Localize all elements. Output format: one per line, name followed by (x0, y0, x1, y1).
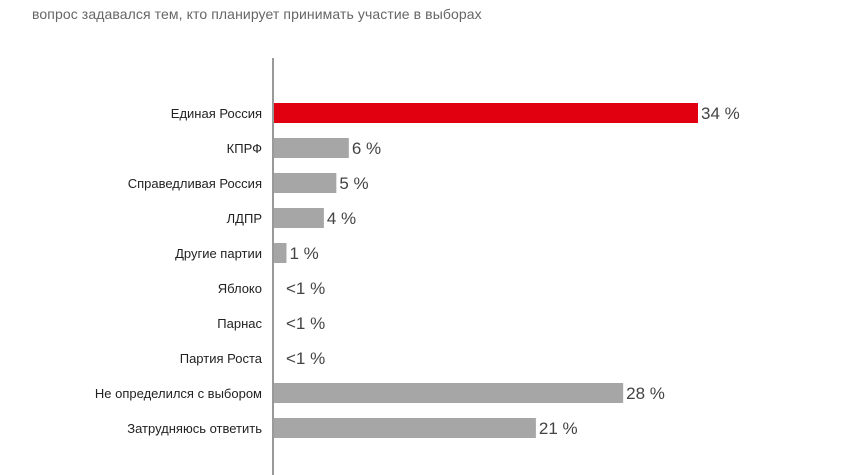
category-label: Партия Роста (180, 351, 263, 366)
category-label: Затрудняюсь ответить (127, 421, 262, 436)
category-label: Справедливая Россия (128, 176, 262, 191)
category-label: Единая Россия (171, 106, 262, 121)
value-label: <1 % (286, 279, 325, 298)
category-label: КПРФ (227, 141, 262, 156)
value-label: 21 % (539, 419, 578, 438)
category-label: Парнас (217, 316, 262, 331)
bars-group (274, 103, 698, 438)
category-label: ЛДПР (227, 211, 262, 226)
value-labels-group: 34 % 6 % 5 % 4 % 1 % <1 % <1 % <1 % 28 % 21 % (286, 104, 740, 438)
value-label: <1 % (286, 314, 325, 333)
value-label: 34 % (701, 104, 740, 123)
bar (274, 383, 624, 403)
chart-subtitle: вопрос задавался тем, кто планирует прин… (32, 6, 482, 22)
bar (274, 103, 698, 123)
bar (274, 208, 324, 228)
value-label: 4 % (327, 209, 356, 228)
value-label: <1 % (286, 349, 325, 368)
category-label: Другие партии (175, 246, 262, 261)
bar (274, 418, 536, 438)
category-label: Не определился с выбором (95, 386, 262, 401)
value-label: 28 % (626, 384, 665, 403)
category-label: Яблоко (218, 281, 262, 296)
bar (274, 173, 337, 193)
value-label: 5 % (339, 174, 368, 193)
value-label: 1 % (289, 244, 318, 263)
bar (274, 243, 287, 263)
bar (274, 138, 349, 158)
category-labels-group: Единая Россия КПРФ Справедливая Россия ЛДПР… (95, 106, 263, 436)
value-label: 6 % (352, 139, 381, 158)
